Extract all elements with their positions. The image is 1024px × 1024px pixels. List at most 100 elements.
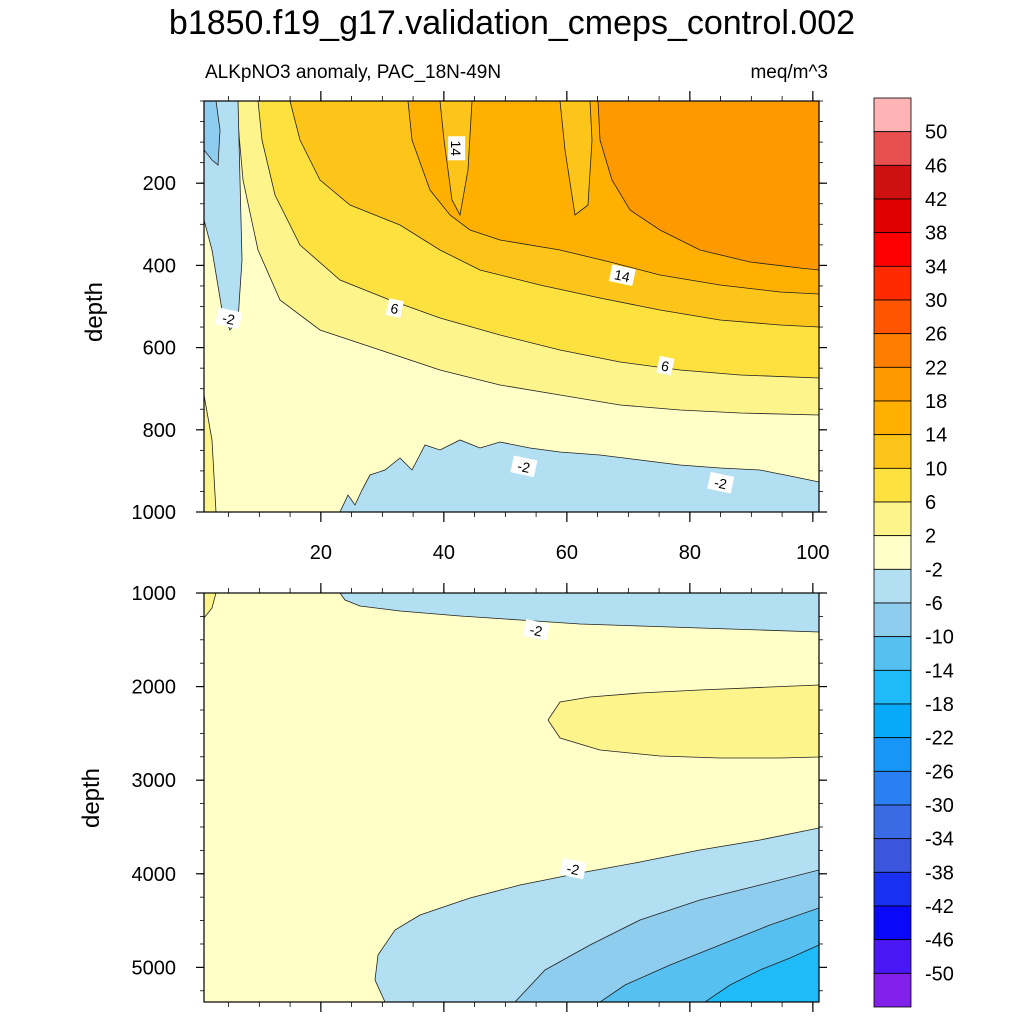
contour-band-neg18-neg14 [704,944,819,1002]
contour-label-box [608,264,636,286]
colorbar-swatch [873,232,912,267]
contour-label-text: -2 [565,860,581,878]
x-tick-label: 60 [556,542,578,564]
contour-labels: 14 14 6 6 -2 -2 -2 -2 -2 [215,136,735,880]
colorbar-label: -42 [925,896,954,918]
colorbar-swatch [873,501,912,537]
colorbar-swatch [873,602,912,638]
colorbar-label: -10 [925,627,954,649]
colorbar-swatch [873,905,912,941]
contour-label-text: 6 [389,300,400,317]
plot-subtitle: ALKpNO3 anomaly, PAC_18N-49N [205,62,502,83]
contour-label-text: -2 [528,621,544,639]
colorbar-label: 30 [925,290,947,312]
colorbar-label: 14 [925,425,947,447]
contour-label-text: 14 [448,140,464,156]
contour-label: -2 [707,471,735,494]
contour-label-text: 14 [613,266,632,285]
x-tick-label: 40 [433,542,455,564]
contour-band-neg6-neg2-bottom [339,439,819,512]
contour-label-box [215,307,243,330]
colorbar-label: 10 [925,458,947,480]
contour-band-18-22 [597,101,819,271]
contour-band-2-6-corner [204,593,217,619]
contour-label-box [510,455,538,478]
colorbar-label: 22 [925,357,947,379]
contour-finger [559,101,593,216]
colorbar-swatch [873,400,912,436]
colorbar-label: -30 [925,795,954,817]
colorbar-label: -50 [925,963,954,985]
colorbar-label: 50 [925,122,947,144]
contour-band-2-6-lens [547,684,819,759]
lower-axes: 1000 2000 3000 4000 5000 [132,583,827,1012]
contour-band-2-6-bottom [204,394,217,512]
y-tick-label: 1000 [132,502,177,524]
colorbar-label: -26 [925,761,954,783]
colorbar-swatch [873,568,912,604]
colorbar-swatch [873,939,912,974]
colorbar-swatch [873,770,912,806]
y-tick-label: 400 [143,255,176,277]
colorbar-swatch [873,871,912,907]
colorbar-label: 6 [925,492,936,514]
contour-label-text: -2 [221,310,237,328]
colorbar-swatch [873,198,912,234]
contour-label-box [448,136,466,161]
colorbar-label: 34 [925,256,947,278]
y-tick-label: 200 [143,173,176,195]
contour-label: -2 [522,619,550,641]
colorbar-swatch [873,164,912,200]
contour-label: 14 [608,264,636,286]
contour-label-box [385,298,404,318]
y-tick-label: 5000 [132,957,177,979]
colorbar-swatch [873,535,912,570]
colorbar-swatch [873,467,912,503]
contour-label-box [656,355,675,376]
lower-contour-panel [204,593,819,1002]
units-label: meq/m^3 [750,62,828,83]
colorbar-label: 38 [925,223,947,245]
upper-axes: 200 400 600 800 1000 20 40 60 80 100 [132,91,830,564]
y-tick-label: 4000 [132,864,177,886]
contour-label-box [522,619,550,641]
colorbar-label: -22 [925,728,954,750]
colorbar-label: -6 [925,593,943,615]
contour-band-neg10-neg6 [204,101,221,166]
colorbar-label: 18 [925,391,947,413]
contour-label-box [559,857,587,880]
colorbar-swatch [873,366,912,402]
colorbar-swatch [873,669,912,705]
colorbar-swatch [873,838,912,873]
colorbar-swatch [873,333,912,368]
colorbar-label: 26 [925,324,947,346]
contour-label-text: -2 [713,474,729,492]
colorbar-label: -2 [925,559,943,581]
lower-panel-frame [203,592,820,1003]
colorbar-label: -34 [925,829,954,851]
colorbar-label: 2 [925,526,936,548]
contour-label: 6 [656,355,675,376]
contour-band-neg6-neg2-top [339,593,819,633]
colorbar-swatch [873,972,912,1008]
colorbar-swatch [873,97,912,133]
colorbar-label: 46 [925,155,947,177]
colorbar-label: -38 [925,862,954,884]
y-tick-label: 2000 [132,677,177,699]
x-tick-label: 80 [679,542,701,564]
colorbar-label: 42 [925,189,947,211]
contour-label-text: -2 [516,458,532,476]
colorbar-swatch [873,265,912,301]
colorbar-swatch [873,131,912,166]
y-tick-label: 1000 [132,583,177,605]
x-tick-label: 100 [796,542,829,564]
colorbar-swatch [873,434,912,469]
contour-label-text: 6 [660,357,671,374]
contour-label-box [707,471,735,494]
contour-label: 6 [385,298,404,318]
y-tick-label: 3000 [132,770,177,792]
y-axis-label-upper: depth [81,282,108,342]
y-tick-label: 800 [143,420,176,442]
colorbar-swatch [873,299,912,335]
